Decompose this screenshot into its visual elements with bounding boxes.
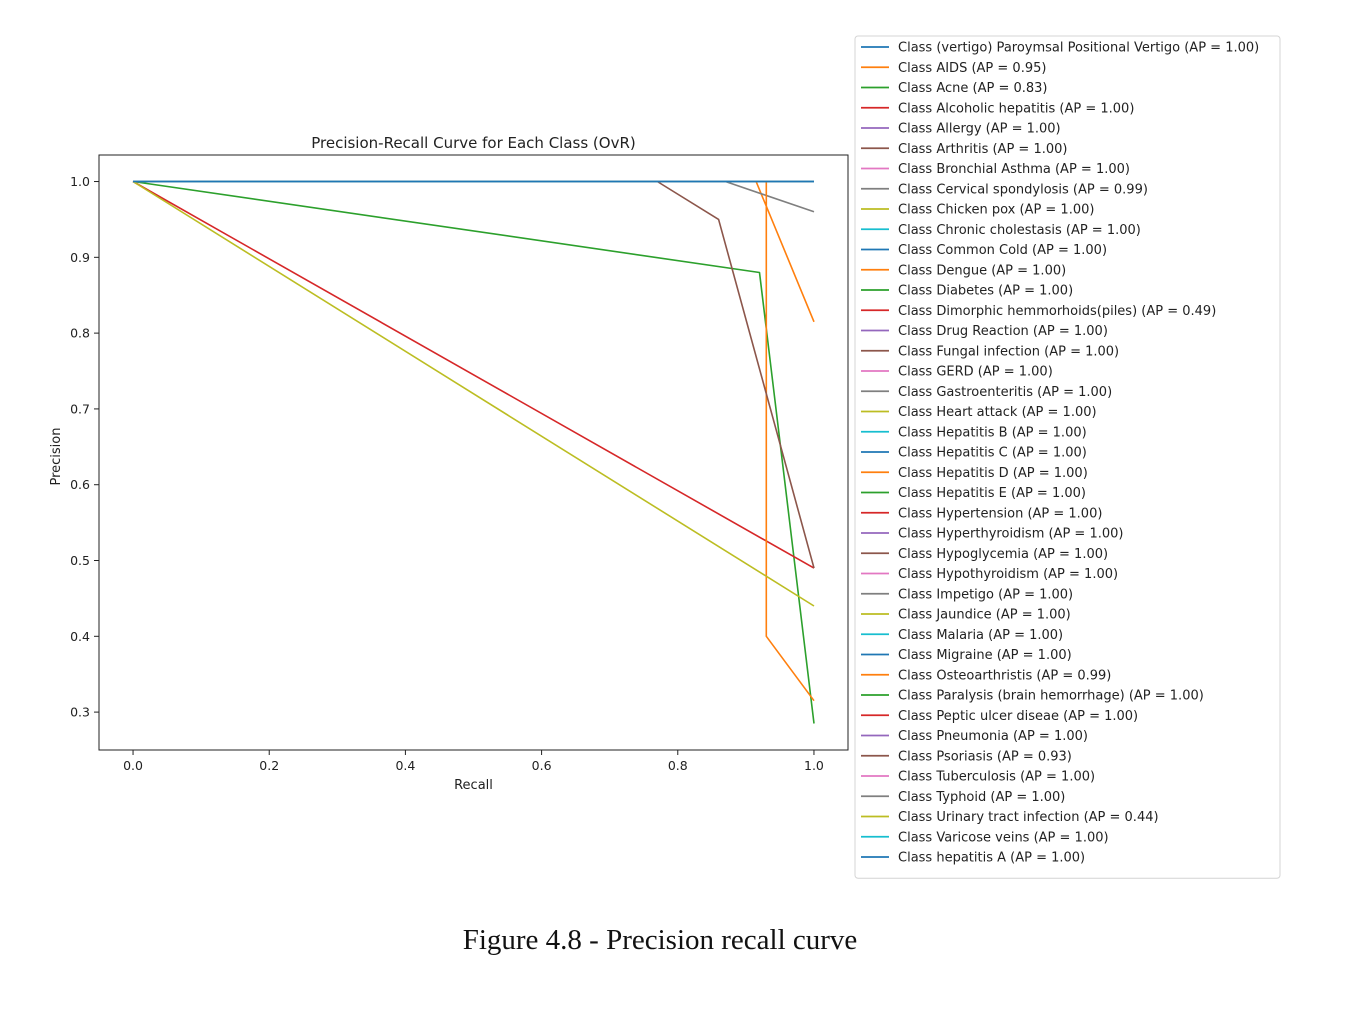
legend-entry-label: Class (vertigo) Paroymsal Positional Ver… <box>898 41 1259 56</box>
series-lines <box>132 180 815 724</box>
legend-entry-label: Class Varicose veins (AP = 1.00) <box>898 830 1109 845</box>
legend-entry-label: Class Dimorphic hemmorhoids(piles) (AP =… <box>898 304 1216 319</box>
legend-entry-label: Class Hypertension (AP = 1.00) <box>898 506 1102 521</box>
y-tick-label: 0.3 <box>70 705 90 720</box>
legend-entry-label: Class Hepatitis C (AP = 1.00) <box>898 446 1087 461</box>
legend-entry-label: Class Diabetes (AP = 1.00) <box>898 284 1073 299</box>
x-tick-label: 0.6 <box>532 758 552 773</box>
legend-entry-label: Class Osteoarthristis (AP = 0.99) <box>898 668 1111 683</box>
series-line <box>132 180 815 724</box>
legend-entry-label: Class Drug Reaction (AP = 1.00) <box>898 324 1108 339</box>
legend-entry-label: Class Urinary tract infection (AP = 0.44… <box>898 810 1159 825</box>
x-tick-label: 0.4 <box>395 758 415 773</box>
legend-entry-label: Class Hepatitis B (AP = 1.00) <box>898 425 1087 440</box>
chart-title: Precision-Recall Curve for Each Class (O… <box>311 134 636 152</box>
legend-entry-label: Class Paralysis (brain hemorrhage) (AP =… <box>898 689 1204 704</box>
series-line <box>132 180 815 607</box>
legend-entry-label: Class Hypoglycemia (AP = 1.00) <box>898 547 1108 562</box>
series-line <box>132 180 815 569</box>
legend-entry-label: Class Hepatitis E (AP = 1.00) <box>898 486 1086 501</box>
x-tick-label: 0.8 <box>668 758 688 773</box>
legend-entry-label: Class Heart attack (AP = 1.00) <box>898 405 1097 420</box>
legend-entry-label: Class Hepatitis D (AP = 1.00) <box>898 466 1088 481</box>
legend-entry-label: Class Malaria (AP = 1.00) <box>898 628 1063 643</box>
y-tick-label: 0.4 <box>70 629 90 644</box>
legend-entry-label: Class Peptic ulcer diseae (AP = 1.00) <box>898 709 1138 724</box>
y-tick-label: 0.9 <box>70 250 90 265</box>
legend-entry-label: Class Allergy (AP = 1.00) <box>898 122 1061 137</box>
legend-entry-label: Class Hypothyroidism (AP = 1.00) <box>898 567 1118 582</box>
legend-entry-label: Class Impetigo (AP = 1.00) <box>898 587 1073 602</box>
x-axis-label: Recall <box>454 778 493 793</box>
legend-entry-label: Class Common Cold (AP = 1.00) <box>898 243 1107 258</box>
legend-entry-label: Class Acne (AP = 0.83) <box>898 81 1048 96</box>
x-tick-label: 0.2 <box>259 758 279 773</box>
plot-area: 0.0 0.2 0.4 0.6 0.8 1.0 0.3 0.4 0.5 0.6 0.7 0.8 0.9 1… <box>70 154 849 773</box>
legend-entry-label: Class hepatitis A (AP = 1.00) <box>898 851 1085 866</box>
legend-entry-label: Class Cervical spondylosis (AP = 0.99) <box>898 182 1148 197</box>
legend-entry-label: Class Typhoid (AP = 1.00) <box>898 790 1065 805</box>
legend-entry-label: Class Pneumonia (AP = 1.00) <box>898 729 1088 744</box>
legend-entry-label: Class GERD (AP = 1.00) <box>898 365 1053 380</box>
y-tick-label: 0.6 <box>70 477 90 492</box>
legend-box <box>854 35 1281 879</box>
legend-entry-label: Class AIDS (AP = 0.95) <box>898 61 1046 76</box>
figure-caption: Figure 4.8 - Precision recall curve <box>462 924 858 956</box>
x-tick-label: 0.0 <box>123 758 143 773</box>
legend-entry-label: Class Chicken pox (AP = 1.00) <box>898 203 1094 218</box>
legend-entry-label: Class Arthritis (AP = 1.00) <box>898 142 1067 157</box>
plot-frame <box>98 154 849 751</box>
legend-entry-label: Class Bronchial Asthma (AP = 1.00) <box>898 162 1130 177</box>
legend-entry-label: Class Alcoholic hepatitis (AP = 1.00) <box>898 101 1134 116</box>
legend-entry-label: Class Fungal infection (AP = 1.00) <box>898 344 1119 359</box>
legend-entry-label: Class Jaundice (AP = 1.00) <box>898 608 1071 623</box>
y-tick-label: 0.8 <box>70 326 90 341</box>
legend-entry-label: Class Hyperthyroidism (AP = 1.00) <box>898 527 1123 542</box>
y-tick-label: 0.7 <box>70 401 90 416</box>
legend: Class (vertigo) Paroymsal Positional Ver… <box>854 35 1281 879</box>
legend-entry-label: Class Chronic cholestasis (AP = 1.00) <box>898 223 1141 238</box>
legend-entry-label: Class Gastroenteritis (AP = 1.00) <box>898 385 1112 400</box>
y-tick-label: 0.5 <box>70 553 90 568</box>
legend-entry-label: Class Dengue (AP = 1.00) <box>898 263 1066 278</box>
legend-entry-label: Class Psoriasis (AP = 0.93) <box>898 749 1072 764</box>
y-axis-label: Precision <box>49 427 64 485</box>
y-tick-label: 1.0 <box>70 174 90 189</box>
legend-entry-label: Class Migraine (AP = 1.00) <box>898 648 1072 663</box>
legend-entry-label: Class Tuberculosis (AP = 1.00) <box>898 770 1095 785</box>
x-tick-label: 1.0 <box>804 758 824 773</box>
